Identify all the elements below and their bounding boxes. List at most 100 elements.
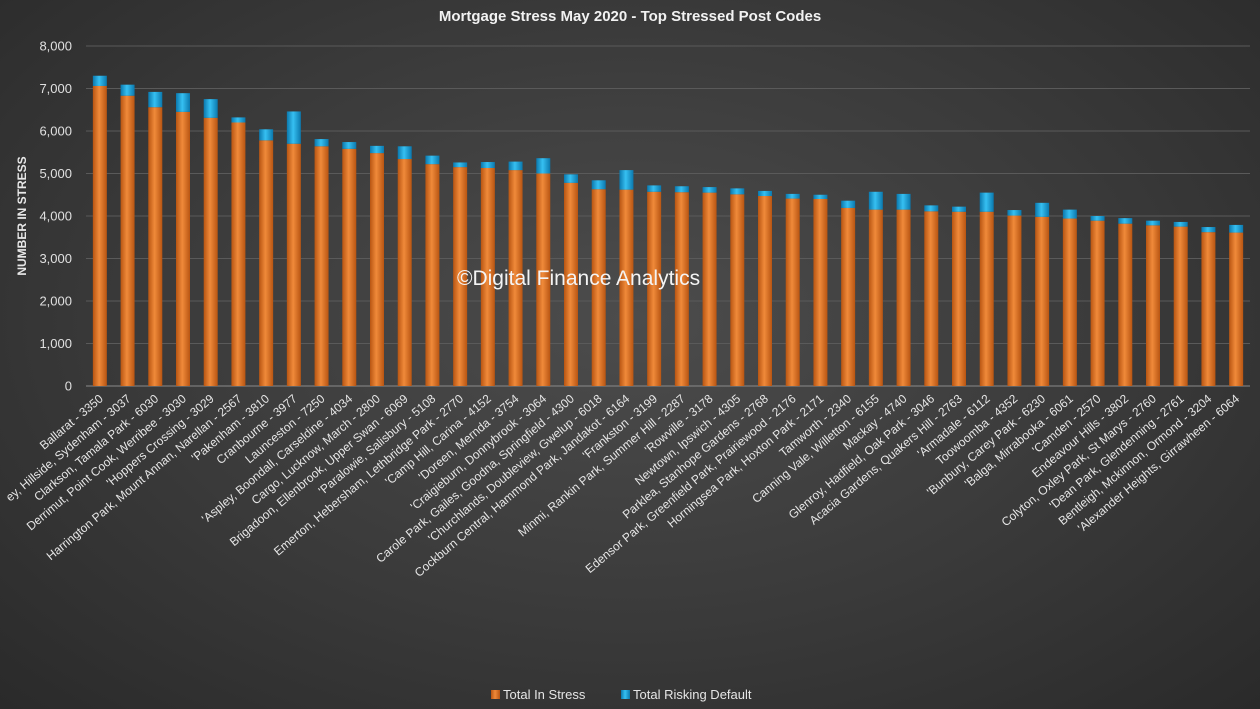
bar-total-risking-default [841,200,856,208]
bar-total-risking-default [231,117,246,123]
bar-total-in-stress [92,85,107,386]
bar-total-risking-default [203,99,218,118]
bar-total-risking-default [314,139,329,147]
bar-total-in-stress [924,211,939,386]
bar-total-in-stress [259,140,274,386]
bar-total-risking-default [286,111,301,144]
bar-total-in-stress [314,146,329,386]
bar-total-risking-default [591,180,606,190]
bar-total-in-stress [619,189,634,386]
y-tick-label: 0 [65,379,72,394]
bar-total-in-stress [730,194,745,386]
bar-total-risking-default [397,146,412,160]
bar-total-risking-default [508,161,523,171]
chart-title: Mortgage Stress May 2020 - Top Stressed … [439,8,821,25]
y-tick-label: 6,000 [39,124,72,139]
bar-total-risking-default [370,145,384,154]
bar-total-in-stress [1146,225,1160,386]
bar-total-in-stress [674,192,689,386]
y-tick-labels: 0 1,000 2,000 3,000 4,000 5,000 6,000 7,000 8,00… [39,39,72,394]
bars [92,75,1244,386]
bar-total-in-stress [203,117,218,386]
bar-total-risking-default [1201,227,1216,233]
legend-label: Total In Stress [503,687,586,702]
legend: Total In Stress Total Risking Default [491,687,752,702]
y-tick-label: 5,000 [39,166,72,181]
bar-total-risking-default [1062,209,1077,219]
bar-total-in-stress [813,199,828,386]
bar-total-in-stress [120,95,135,386]
bar-total-risking-default [564,174,578,183]
y-tick-label: 4,000 [39,209,72,224]
bar-total-in-stress [785,198,800,386]
bar-total-risking-default [674,186,689,193]
bar-total-in-stress [1035,216,1050,386]
y-tick-label: 1,000 [39,336,72,351]
bar-total-risking-default [453,162,468,168]
bar-total-risking-default [1090,216,1105,221]
legend-swatch [621,690,630,699]
bar-total-in-stress [1007,215,1022,386]
bar-total-in-stress [176,111,190,386]
bar-total-in-stress [841,207,856,386]
bar-total-risking-default [536,158,551,174]
bar-total-in-stress [647,191,662,386]
y-tick-label: 8,000 [39,39,72,54]
bar-total-risking-default [1146,220,1160,226]
bar-total-risking-default [702,187,717,193]
bar-total-in-stress [286,143,301,386]
y-gridlines [86,45,1250,344]
bar-total-risking-default [979,192,994,212]
bar-total-in-stress [1118,223,1133,386]
bar-total-in-stress [1173,226,1188,386]
bar-total-in-stress [536,173,551,386]
bar-total-risking-default [924,205,939,212]
bar-total-in-stress [868,209,883,386]
bar-total-in-stress [508,170,523,386]
bar-total-risking-default [758,190,772,197]
watermark-text: ©Digital Finance Analytics [457,267,700,290]
bar-total-risking-default [120,84,135,96]
bar-total-risking-default [647,185,662,192]
bar-total-risking-default [730,188,745,195]
bar-total-risking-default [1035,202,1050,217]
bar-total-risking-default [1118,218,1133,224]
bar-total-in-stress [1062,218,1077,386]
bar-total-risking-default [952,206,966,212]
bar-total-risking-default [619,170,634,190]
bar-total-risking-default [148,91,163,108]
bar-total-in-stress [591,189,606,386]
bar-total-risking-default [342,142,357,149]
bar-total-in-stress [1090,220,1105,386]
bar-total-in-stress [702,192,717,386]
y-axis-label: NUMBER IN STRESS [15,156,29,275]
bar-total-risking-default [1007,210,1022,216]
bar-total-in-stress [480,167,495,386]
legend-swatch [491,690,500,699]
bar-total-risking-default [813,194,828,199]
bar-total-in-stress [1201,232,1216,386]
bar-total-risking-default [1173,221,1188,227]
bar-total-in-stress [425,164,440,386]
bar-total-in-stress [896,209,911,386]
y-tick-label: 3,000 [39,251,72,266]
bar-total-risking-default [1229,224,1244,233]
bar-total-risking-default [92,75,107,86]
bar-total-in-stress [370,153,384,386]
bar-total-in-stress [758,196,772,386]
bar-total-risking-default [425,155,440,165]
y-tick-label: 7,000 [39,81,72,96]
bar-total-in-stress [231,122,246,386]
bar-total-risking-default [176,93,190,112]
bar-total-in-stress [397,159,412,386]
bar-total-in-stress [952,211,966,386]
bar-total-risking-default [480,162,495,168]
bar-total-in-stress [148,107,163,386]
bar-total-in-stress [453,167,468,386]
bar-total-in-stress [979,211,994,386]
bar-total-in-stress [1229,232,1244,386]
legend-label: Total Risking Default [633,687,752,702]
bar-total-in-stress [564,182,578,386]
